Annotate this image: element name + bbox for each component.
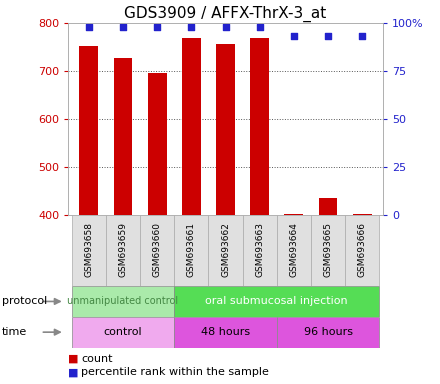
Text: GSM693664: GSM693664 [290,222,298,276]
Text: GSM693661: GSM693661 [187,222,196,276]
Bar [353,214,372,215]
Text: ■: ■ [68,367,79,377]
Bar [277,317,379,348]
Bar [319,198,337,215]
Title: GDS3909 / AFFX-ThrX-3_at: GDS3909 / AFFX-ThrX-3_at [125,5,326,22]
Bar [216,44,235,215]
Point [119,24,126,30]
Bar [311,215,345,286]
Point [359,33,366,40]
Text: 96 hours: 96 hours [304,327,352,337]
Bar [174,317,277,348]
Text: protocol: protocol [2,296,48,306]
Point [290,33,297,40]
Bar [242,215,277,286]
Point [256,24,263,30]
Point [325,33,332,40]
Point [188,24,195,30]
Bar [285,214,303,215]
Text: oral submucosal injection: oral submucosal injection [205,296,348,306]
Bar [106,215,140,286]
Text: unmanipulated control: unmanipulated control [67,296,179,306]
Bar [174,215,209,286]
Text: GSM693666: GSM693666 [358,222,367,276]
Bar [345,215,379,286]
Text: GSM693658: GSM693658 [84,222,93,276]
Text: ■: ■ [68,354,79,364]
Bar [174,286,379,317]
Bar [79,46,98,215]
Bar [209,215,242,286]
Text: percentile rank within the sample: percentile rank within the sample [81,367,269,377]
Point [222,24,229,30]
Text: GSM693659: GSM693659 [118,222,128,276]
Bar [72,286,174,317]
Bar [72,215,106,286]
Text: 48 hours: 48 hours [201,327,250,337]
Bar [182,38,201,215]
Point [154,24,161,30]
Bar [114,58,132,215]
Text: GSM693662: GSM693662 [221,222,230,276]
Text: control: control [103,327,142,337]
Text: time: time [2,327,27,337]
Text: count: count [81,354,113,364]
Bar [250,38,269,215]
Bar [277,215,311,286]
Text: GSM693663: GSM693663 [255,222,264,276]
Bar [140,215,174,286]
Text: GSM693665: GSM693665 [323,222,333,276]
Bar [72,317,174,348]
Bar [148,73,166,215]
Text: GSM693660: GSM693660 [153,222,161,276]
Point [85,24,92,30]
